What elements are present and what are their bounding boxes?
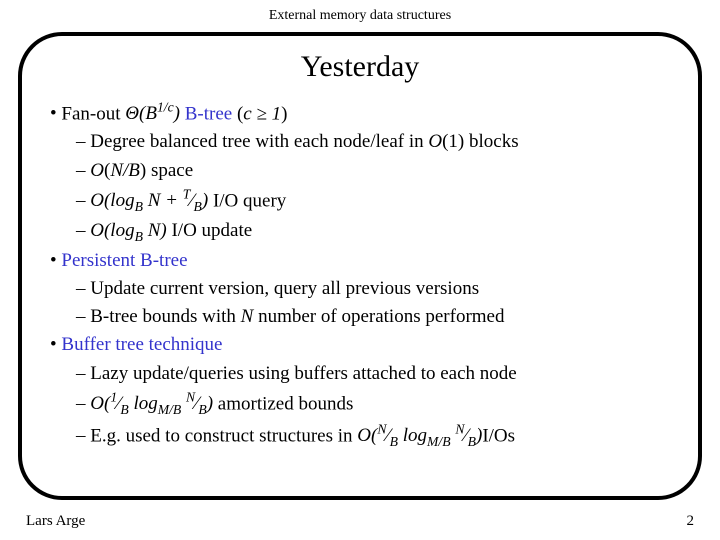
text: amortized bounds: [213, 393, 353, 414]
query-math: O(logB N + T⁄B): [90, 190, 208, 211]
footer-page-number: 2: [687, 513, 695, 530]
sub-degree: Degree balanced tree with each node/leaf…: [76, 128, 670, 156]
text: ) space: [140, 160, 193, 181]
fanout-prefix: Fan-out: [61, 103, 125, 124]
content-frame: Yesterday Fan-out Θ(B1/c) B-tree (c ≥ 1)…: [18, 32, 702, 500]
bullet-fanout: Fan-out Θ(B1/c) B-tree (c ≥ 1) Degree ba…: [50, 98, 670, 247]
sub-lazy: Lazy update/queries using buffers attach…: [76, 360, 670, 388]
persistent-sublist: Update current version, query all previo…: [50, 275, 670, 331]
sub-query: O(logB N + T⁄B) I/O query: [76, 185, 670, 217]
sub-space: O(N/B) space: [76, 157, 670, 185]
buffer-title: Buffer tree technique: [61, 334, 222, 355]
sub-versions: Update current version, query all previo…: [76, 275, 670, 303]
bullet-buffer: Buffer tree technique Lazy update/querie…: [50, 331, 670, 452]
slide-header: External memory data structures: [0, 0, 720, 24]
buffer-sublist: Lazy update/queries using buffers attach…: [50, 360, 670, 453]
sub-amortized: O(1⁄B logM/B N⁄B) amortized bounds: [76, 388, 670, 420]
fanout-sublist: Degree balanced tree with each node/leaf…: [50, 128, 670, 247]
bullet-list: Fan-out Θ(B1/c) B-tree (c ≥ 1) Degree ba…: [50, 98, 670, 452]
open-paren: (: [232, 103, 243, 124]
text: Degree balanced tree with each node/leaf…: [90, 131, 428, 152]
text: I/O query: [208, 190, 286, 211]
bigO: O: [428, 131, 442, 152]
sub-update: O(logB N) I/O update: [76, 217, 670, 247]
close-paren: ): [281, 103, 287, 124]
fanout-math: Θ(B1/c): [125, 103, 180, 124]
slide: External memory data structures Yesterda…: [0, 0, 720, 540]
N: N: [241, 306, 254, 327]
persistent-title: Persistent B-tree: [61, 250, 187, 271]
text: (1) blocks: [442, 131, 519, 152]
amortized-math: O(1⁄B logM/B N⁄B): [90, 393, 213, 414]
sub-bounds: B-tree bounds with N number of operation…: [76, 303, 670, 331]
footer-author: Lars Arge: [26, 513, 85, 530]
text: number of operations performed: [253, 306, 504, 327]
text: E.g. used to construct structures in: [90, 425, 357, 446]
slide-title: Yesterday: [50, 50, 670, 84]
bullet-persistent: Persistent B-tree Update current version…: [50, 247, 670, 331]
text: B-tree bounds with: [90, 306, 240, 327]
update-math: O(logB N): [90, 220, 166, 241]
text: I/O update: [167, 220, 252, 241]
nb: N/B: [110, 160, 140, 181]
text: I/Os: [482, 425, 515, 446]
cond-math: c ≥ 1: [243, 103, 281, 124]
btree-label: B-tree: [185, 103, 232, 124]
construct-math: O(N⁄B logM/B N⁄B): [357, 425, 482, 446]
bigO: O: [90, 160, 104, 181]
sub-construct: E.g. used to construct structures in O(N…: [76, 420, 670, 452]
